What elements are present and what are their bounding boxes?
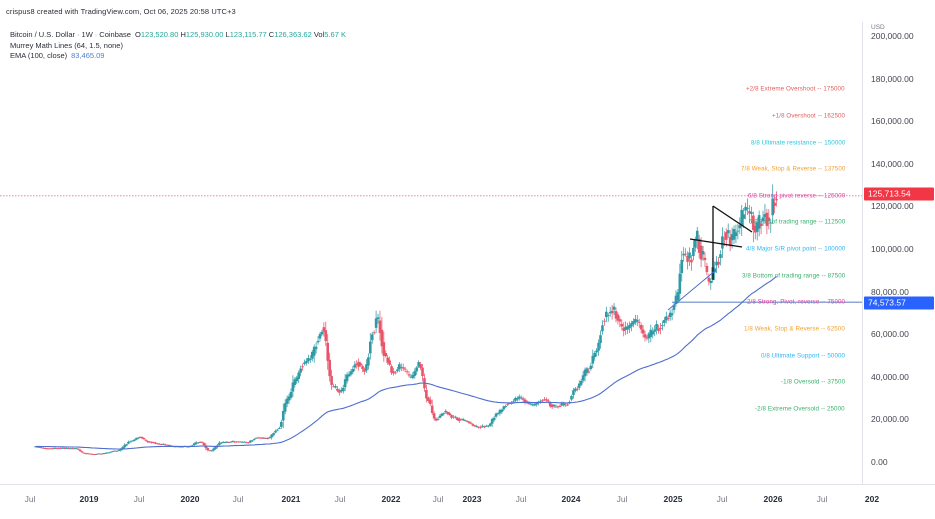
- time-axis-label: 2025: [663, 494, 683, 504]
- legend-symbol-row: Bitcoin / U.S. Dollar · 1W · Coinbase O1…: [10, 30, 346, 41]
- time-axis-label: Jul: [515, 494, 527, 504]
- legend-ohlc: O123,520.80 H125,930.00 L123,115.77 C126…: [135, 30, 346, 41]
- murrey-level-label: 8/8 Ultimate resistance -- 150000: [751, 139, 846, 146]
- murrey-level-label: 5/8 Top of trading range -- 112500: [749, 218, 846, 226]
- time-axis-label: 2026: [763, 494, 783, 504]
- time-axis-label: 2021: [281, 494, 301, 504]
- last-price-badge: 125,713.54: [864, 187, 934, 201]
- chart-legend: Bitcoin / U.S. Dollar · 1W · Coinbase O1…: [10, 30, 346, 62]
- legend-open-label: O: [134, 30, 141, 39]
- legend-interval[interactable]: 1W: [81, 30, 93, 39]
- attribution-text: crispus8 created with TradingView.com, O…: [6, 7, 236, 16]
- price-axis-unit: USD: [871, 24, 885, 31]
- time-axis-label: Jul: [432, 494, 444, 504]
- chart-plot-area[interactable]: [0, 22, 862, 484]
- legend-high-label: H: [180, 30, 186, 39]
- time-axis-label: Jul: [334, 494, 346, 504]
- legend-symbol[interactable]: Bitcoin / U.S. Dollar: [10, 30, 76, 39]
- time-axis-label: 2019: [79, 494, 99, 504]
- murrey-level-label: -1/8 Oversold -- 37500: [781, 378, 846, 386]
- legend-separator-1: ·: [77, 30, 80, 39]
- legend-ema-label: EMA (100, close): [10, 51, 68, 60]
- murrey-level-label: 4/8 Major S/R pivot point -- 100000: [746, 245, 846, 253]
- time-axis-label: Jul: [133, 494, 145, 504]
- murrey-level-label: 6/8 Strong pivot reverse -- 125000: [748, 192, 846, 200]
- murrey-level-label: +1/8 Overshoot -- 162500: [772, 112, 846, 120]
- price-axis-tick: 180,000.00: [871, 73, 914, 84]
- ema-100-line: [35, 275, 777, 450]
- murrey-level-label: -2/8 Extreme Oversold -- 25000: [755, 405, 845, 413]
- price-axis-tick: 0.00: [871, 457, 888, 467]
- price-axis-tick: 160,000.00: [871, 116, 914, 127]
- price-axis[interactable]: USD 200,000.00 180,000.00 160,000.00 140,00…: [862, 22, 935, 484]
- legend-ema-value: 83,465.09: [71, 51, 105, 60]
- legend-separator-2: ·: [94, 30, 98, 39]
- legend-low-value: 123,115.77: [229, 30, 267, 39]
- time-axis-label: 2022: [381, 494, 401, 504]
- legend-volume-value: 5.67 K: [324, 30, 346, 39]
- time-axis-label: Jul: [24, 494, 36, 504]
- trendline-rising-support[interactable]: [667, 269, 717, 311]
- legend-high-value: 125,930.00: [185, 30, 224, 39]
- time-axis-label: Jul: [616, 494, 628, 504]
- time-axis-label: Jul: [716, 494, 728, 504]
- legend-close-label: C: [268, 30, 275, 39]
- price-axis-tick: 200,000.00: [871, 31, 914, 41]
- price-axis-tick: 80,000.00: [871, 286, 909, 297]
- murrey-level-label: 2/8 Strong, Pivot, reverse -- 75000: [747, 298, 846, 306]
- trendline-wedge-lower[interactable]: [689, 238, 743, 248]
- ema-price-badge: 74,573.57: [864, 296, 934, 310]
- legend-murrey-row[interactable]: Murrey Math Lines (64, 1.5, none): [10, 41, 346, 52]
- trendline-wedge-upper[interactable]: [712, 205, 753, 233]
- time-axis-label: 2020: [180, 494, 200, 504]
- chart-canvas: [0, 184, 862, 456]
- murrey-level-label: 3/8 Bottom of trading range -- 87500: [742, 272, 846, 280]
- legend-volume-label: Vol: [313, 30, 325, 39]
- legend-close-value: 126,363.62: [274, 30, 312, 39]
- murrey-level-label: 1/8 Weak, Stop & Reverse -- 62500: [744, 325, 845, 333]
- murrey-level-label: 7/8 Weak, Stop & Reverse -- 137500: [741, 165, 846, 173]
- legend-open-value: 123,520.80: [140, 30, 179, 39]
- time-axis-label: 2024: [561, 494, 581, 504]
- price-axis-tick: 140,000.00: [871, 158, 914, 169]
- price-axis-tick: 120,000.00: [871, 201, 914, 212]
- price-axis-tick: 20,000.00: [871, 414, 909, 425]
- legend-low-label: L: [225, 30, 230, 39]
- price-axis-tick: 40,000.00: [871, 371, 909, 382]
- time-axis-label: Jul: [816, 494, 828, 504]
- price-axis-tick: 60,000.00: [871, 329, 909, 340]
- price-axis-tick: 100,000.00: [871, 244, 914, 254]
- legend-murrey-label: Murrey Math Lines (64, 1.5, none): [10, 40, 123, 50]
- candlestick-series: [34, 184, 778, 456]
- murrey-level-label: +2/8 Extreme Overshoot -- 175000: [746, 85, 845, 93]
- time-axis[interactable]: Jul 2019 Jul 2020 Jul 2021 Jul 2022 Jul 2023 Jul 20…: [0, 484, 935, 519]
- time-axis-label: 202: [864, 494, 880, 504]
- time-axis-label: Jul: [232, 494, 244, 504]
- legend-ema-row[interactable]: EMA (100, close) 83,465.09: [10, 51, 346, 62]
- murrey-level-label: 0/8 Ultimate Support -- 50000: [761, 352, 846, 359]
- time-axis-label: 2023: [462, 494, 482, 504]
- legend-exchange: Coinbase: [99, 30, 131, 39]
